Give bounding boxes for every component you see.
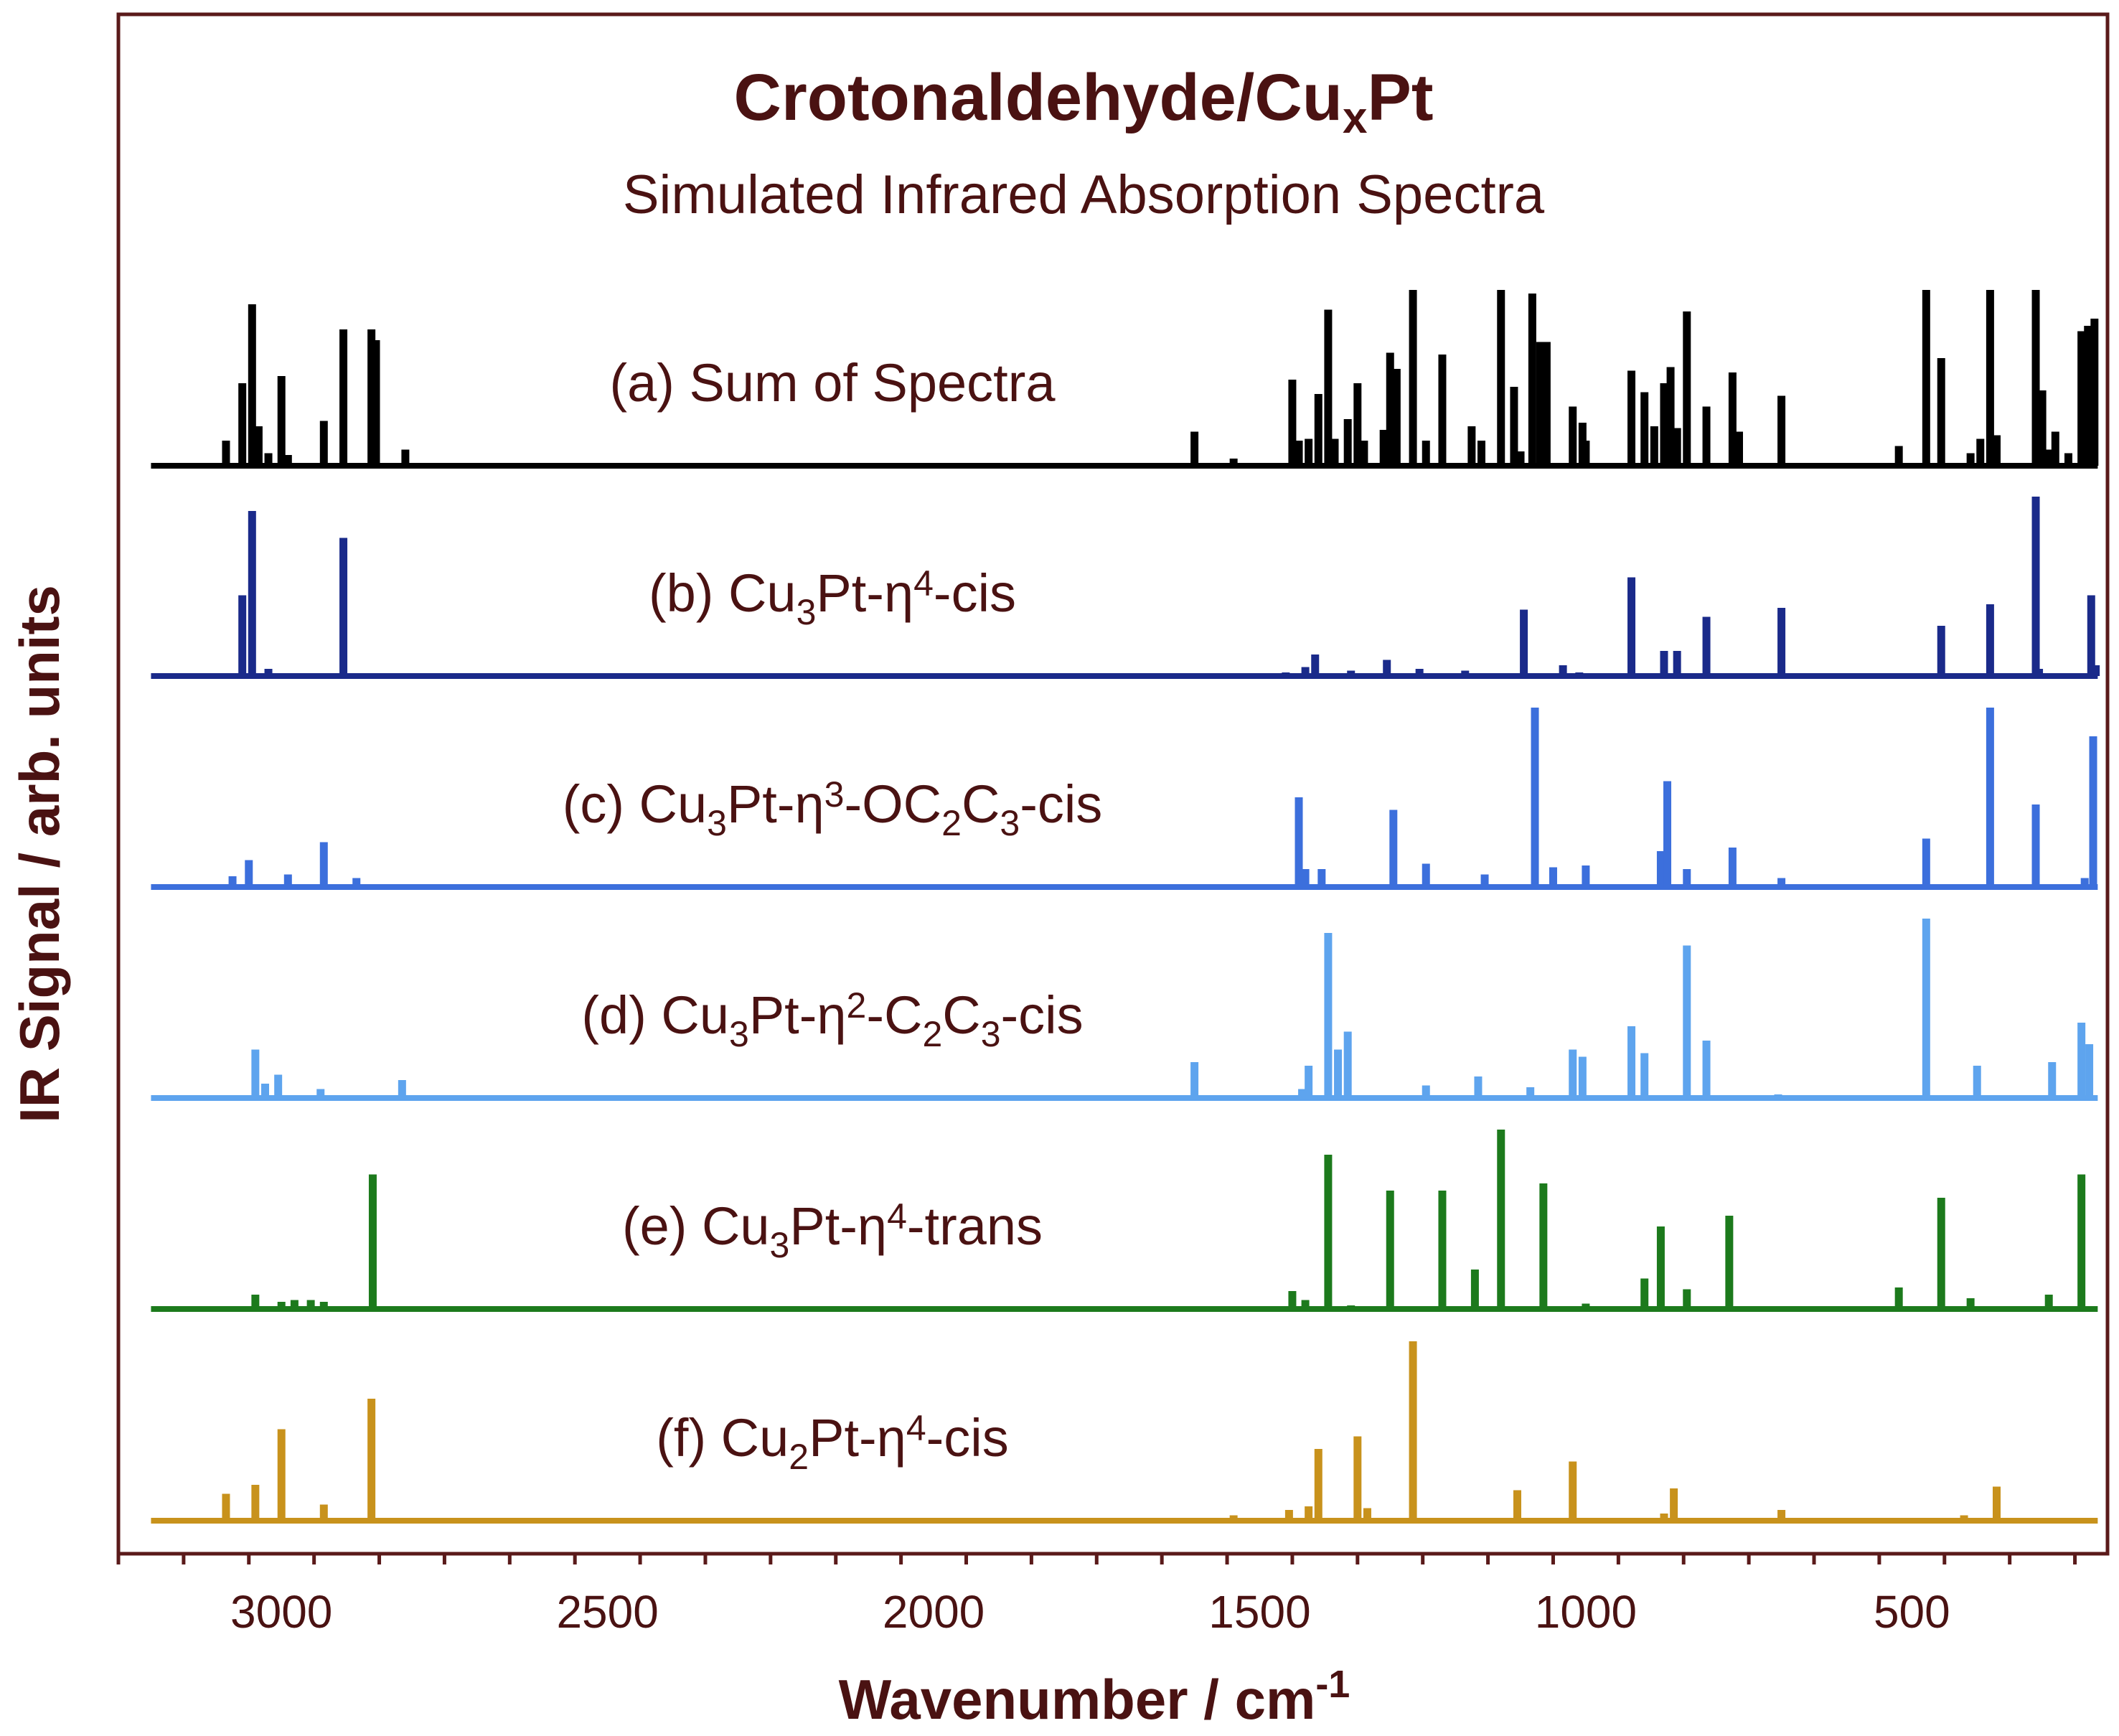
chart-title: Crotonaldehyde/CuxPt [734, 61, 1434, 143]
series-label: (a) Sum of Spectra [609, 353, 1056, 413]
series-label: (f) Cu2Pt-η4-cis [656, 1408, 1008, 1477]
series-label-part: C [962, 774, 1000, 834]
series-label: (c) Cu3Pt-η3-OC2C3-cis [563, 774, 1103, 843]
series-label-part: 3 [824, 774, 845, 815]
chart-title-subscript: x [1343, 93, 1368, 143]
spectrum-series-1: (a) Sum of Spectra [151, 290, 2099, 469]
series-label-part: 2 [922, 1014, 942, 1054]
spectrum-series-4: (d) Cu3Pt-η2-C2C3-cis [151, 919, 2098, 1101]
series-label-part: Pt-η [809, 1408, 906, 1468]
series-label-part: Pt-η [816, 563, 913, 623]
series-label-part: (f) Cu [656, 1408, 789, 1468]
series-label-part: -cis [926, 1408, 1009, 1468]
series-label-part: (a) Sum of Spectra [609, 353, 1056, 413]
series-label-part: 2 [941, 803, 962, 843]
series-label-part: 3 [729, 1014, 749, 1054]
x-axis-title-superscript: -1 [1315, 1663, 1350, 1706]
x-axis-title: Wavenumber / cm-1 [839, 1663, 1350, 1731]
series-label-part: (c) Cu [563, 774, 707, 834]
series-label-part: (b) Cu [649, 563, 797, 623]
series-label-part: -trans [907, 1196, 1043, 1256]
series-label: (e) Cu3Pt-η4-trans [622, 1196, 1043, 1265]
spectrum-series-3: (c) Cu3Pt-η3-OC2C3-cis [151, 708, 2098, 890]
x-tick-label: 3000 [230, 1586, 332, 1638]
series-label-part: Pt-η [789, 1196, 887, 1256]
x-axis-title-text: Wavenumber / cm [839, 1668, 1316, 1731]
x-tick-label: 1500 [1208, 1586, 1310, 1638]
series-label-part: 3 [1000, 803, 1020, 843]
series-label-part: -cis [1001, 985, 1084, 1045]
plot-frame [116, 12, 2110, 1556]
series-label-part: -OC [844, 774, 941, 834]
series-label-part: 4 [906, 1408, 926, 1448]
series-label-part: -cis [1020, 774, 1102, 834]
spectrum-series-2: (b) Cu3Pt-η4-cis [151, 497, 2100, 679]
spectrum-series-6: (f) Cu2Pt-η4-cis [151, 1341, 2098, 1524]
chart-title-suffix: Pt [1367, 61, 1433, 134]
series-label-part: 3 [981, 1014, 1001, 1054]
series-label-part: 3 [797, 592, 817, 632]
series-label: (d) Cu3Pt-η2-C2C3-cis [581, 985, 1083, 1054]
series-label-part: -C [866, 985, 922, 1045]
series-label-part: -cis [934, 563, 1016, 623]
series-label-part: (e) Cu [622, 1196, 770, 1256]
x-axis: 3000 2500 2000 1500 1000 500 [116, 1554, 2077, 1638]
series-label-part: 2 [789, 1437, 809, 1477]
series-label-part: Pt-η [749, 985, 847, 1045]
chart-subtitle: Simulated Infrared Absorption Spectra [623, 164, 1545, 225]
x-tick-label: 2000 [883, 1586, 985, 1638]
series-label-part: 2 [847, 985, 867, 1026]
spectrum-series-5: (e) Cu3Pt-η4-trans [151, 1130, 2098, 1312]
series-label-part: (d) Cu [581, 985, 729, 1045]
series-label: (b) Cu3Pt-η4-cis [649, 563, 1016, 632]
series-label-part: 4 [887, 1196, 907, 1237]
series-label-part: C [942, 985, 980, 1045]
x-tick-label: 1000 [1535, 1586, 1637, 1638]
y-axis-title: IR Signal / arb. units [8, 585, 71, 1123]
series-label-part: 3 [770, 1225, 790, 1265]
series-label-part: 4 [913, 563, 934, 604]
series-label-part: 3 [707, 803, 727, 843]
spectra-layer: (a) Sum of Spectra(b) Cu3Pt-η4-cis(c) Cu… [151, 290, 2100, 1524]
series-label-part: Pt-η [727, 774, 824, 834]
chart-title-text: Crotonaldehyde/Cu [734, 61, 1343, 134]
x-tick-label: 500 [1874, 1586, 1950, 1638]
x-tick-label: 2500 [556, 1586, 658, 1638]
